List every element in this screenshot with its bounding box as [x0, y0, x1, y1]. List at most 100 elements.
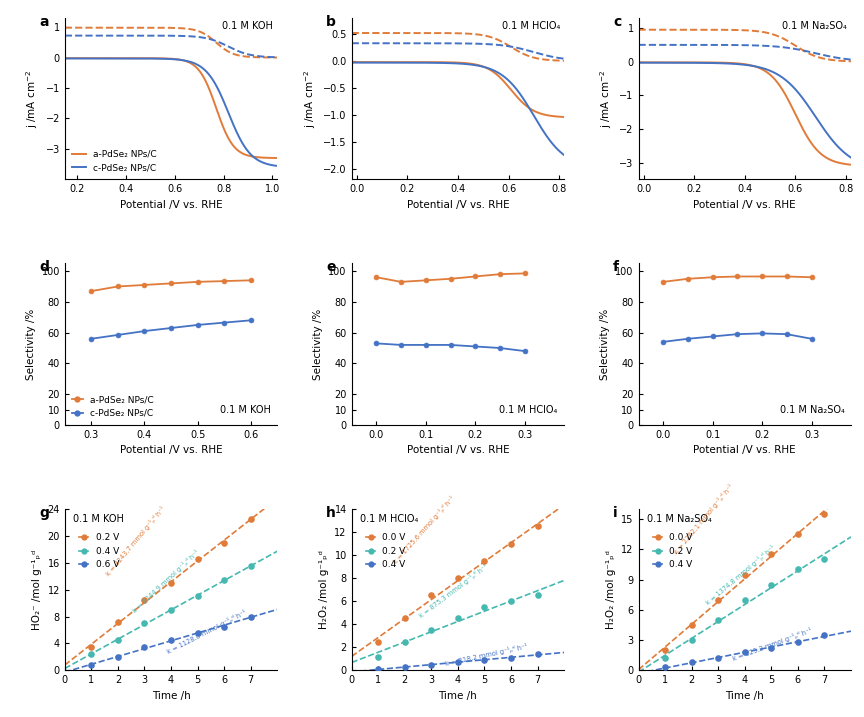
Point: [398, 636, 412, 647]
Point: [504, 652, 518, 663]
Text: 0.1 M KOH: 0.1 M KOH: [220, 405, 271, 415]
Point: [738, 647, 752, 658]
Point: [164, 604, 178, 616]
Legend: a-PdSe₂ NPs/C, c-PdSe₂ NPs/C: a-PdSe₂ NPs/C, c-PdSe₂ NPs/C: [69, 392, 156, 420]
Point: [530, 648, 544, 660]
X-axis label: Potential /V vs. RHE: Potential /V vs. RHE: [120, 445, 222, 455]
Text: d: d: [39, 260, 49, 274]
Point: [111, 651, 124, 663]
Legend: 0.0 V, 0.2 V, 0.4 V: 0.0 V, 0.2 V, 0.4 V: [650, 530, 696, 573]
Point: [424, 625, 438, 636]
Text: 0.1 M Na₂SO₄: 0.1 M Na₂SO₄: [780, 405, 845, 415]
Point: [451, 613, 465, 625]
Text: k = 2262.1 mmol g⁻¹ₚᵈ h⁻¹: k = 2262.1 mmol g⁻¹ₚᵈ h⁻¹: [673, 483, 735, 555]
Point: [478, 655, 492, 666]
Text: b: b: [327, 14, 336, 29]
Point: [111, 616, 124, 627]
Legend: 0.2 V, 0.4 V, 0.6 V: 0.2 V, 0.4 V, 0.6 V: [76, 530, 123, 573]
Text: k = 3243.7 mmol g⁻¹ₚᵈ h⁻¹: k = 3243.7 mmol g⁻¹ₚᵈ h⁻¹: [105, 505, 167, 577]
Text: k = 1725.6 mmol g⁻¹ₚᵈ h⁻¹: k = 1725.6 mmol g⁻¹ₚᵈ h⁻¹: [391, 495, 456, 565]
Point: [530, 589, 544, 601]
Point: [164, 635, 178, 646]
Point: [685, 635, 699, 646]
Point: [137, 617, 151, 629]
Point: [451, 572, 465, 584]
Point: [478, 555, 492, 566]
Point: [791, 564, 805, 575]
Point: [817, 630, 831, 641]
Point: [398, 661, 412, 673]
Point: [85, 659, 98, 670]
Point: [791, 637, 805, 648]
Text: k = 1128.0 mmol g⁻¹ₚᵈ h⁻¹: k = 1128.0 mmol g⁻¹ₚᵈ h⁻¹: [166, 608, 247, 655]
Point: [191, 591, 205, 602]
Point: [738, 569, 752, 580]
Point: [398, 613, 412, 625]
Legend: a-PdSe₂ NPs/C, c-PdSe₂ NPs/C: a-PdSe₂ NPs/C, c-PdSe₂ NPs/C: [69, 147, 159, 175]
Point: [217, 574, 231, 585]
Point: [217, 621, 231, 632]
Point: [658, 662, 672, 673]
Point: [711, 614, 725, 626]
Text: c: c: [613, 14, 621, 29]
Point: [817, 554, 831, 565]
Point: [451, 657, 465, 668]
Point: [765, 549, 778, 560]
Point: [765, 579, 778, 590]
Point: [478, 602, 492, 613]
Point: [164, 577, 178, 589]
Point: [711, 652, 725, 664]
Point: [217, 537, 231, 549]
Y-axis label: Selectivity /%: Selectivity /%: [313, 308, 323, 380]
Text: 0.1 M HClO₄: 0.1 M HClO₄: [499, 405, 558, 415]
Text: k = 875.3 mmol g⁻¹ₚᵈ h⁻¹: k = 875.3 mmol g⁻¹ₚᵈ h⁻¹: [418, 564, 489, 619]
X-axis label: Time /h: Time /h: [726, 690, 764, 701]
Text: e: e: [327, 260, 336, 274]
Point: [191, 554, 205, 565]
Point: [504, 595, 518, 607]
X-axis label: Time /h: Time /h: [439, 690, 477, 701]
Point: [504, 538, 518, 549]
Point: [817, 508, 831, 520]
Y-axis label: H₂O₂ /mol g⁻¹ₚᵈ: H₂O₂ /mol g⁻¹ₚᵈ: [606, 550, 616, 629]
Text: k = 1374.8 mmol g⁻¹ₚᵈ h⁻¹: k = 1374.8 mmol g⁻¹ₚᵈ h⁻¹: [705, 543, 777, 606]
X-axis label: Time /h: Time /h: [152, 690, 190, 701]
Y-axis label: Selectivity /%: Selectivity /%: [26, 308, 36, 380]
Point: [372, 663, 385, 675]
X-axis label: Potential /V vs. RHE: Potential /V vs. RHE: [407, 200, 509, 210]
Point: [244, 561, 257, 572]
Text: i: i: [613, 505, 618, 520]
Text: 0.1 M HClO₄: 0.1 M HClO₄: [501, 22, 560, 31]
Point: [658, 652, 672, 664]
Point: [85, 648, 98, 660]
Point: [530, 521, 544, 532]
Point: [658, 645, 672, 656]
Point: [424, 659, 438, 670]
Legend: 0.0 V, 0.2 V, 0.4 V: 0.0 V, 0.2 V, 0.4 V: [363, 530, 410, 573]
Point: [711, 594, 725, 605]
Text: g: g: [39, 505, 49, 520]
Point: [685, 657, 699, 668]
Y-axis label: j /mA cm$^{-2}$: j /mA cm$^{-2}$: [302, 70, 318, 128]
Text: 0.1 M KOH: 0.1 M KOH: [73, 514, 124, 523]
Point: [244, 513, 257, 525]
Point: [244, 611, 257, 622]
Point: [685, 619, 699, 631]
Point: [137, 641, 151, 652]
Point: [738, 594, 752, 605]
X-axis label: Potential /V vs. RHE: Potential /V vs. RHE: [694, 200, 796, 210]
Text: 0.1 M KOH: 0.1 M KOH: [222, 22, 273, 31]
Text: 0.1 M HClO₄: 0.1 M HClO₄: [360, 514, 418, 523]
Y-axis label: H₂O₂ /mol g⁻¹ₚᵈ: H₂O₂ /mol g⁻¹ₚᵈ: [319, 550, 329, 629]
Point: [191, 627, 205, 639]
Point: [424, 589, 438, 601]
Text: k = 218.2 mmol g⁻¹ₚᵈ h⁻¹: k = 218.2 mmol g⁻¹ₚᵈ h⁻¹: [445, 643, 528, 668]
Text: h: h: [327, 505, 336, 520]
Text: a: a: [39, 14, 48, 29]
X-axis label: Potential /V vs. RHE: Potential /V vs. RHE: [407, 445, 509, 455]
Y-axis label: Selectivity /%: Selectivity /%: [600, 308, 610, 380]
Text: 0.1 M Na₂SO₄: 0.1 M Na₂SO₄: [782, 22, 847, 31]
Point: [85, 641, 98, 652]
Point: [111, 635, 124, 646]
Text: 0.1 M Na₂SO₄: 0.1 M Na₂SO₄: [647, 514, 712, 523]
